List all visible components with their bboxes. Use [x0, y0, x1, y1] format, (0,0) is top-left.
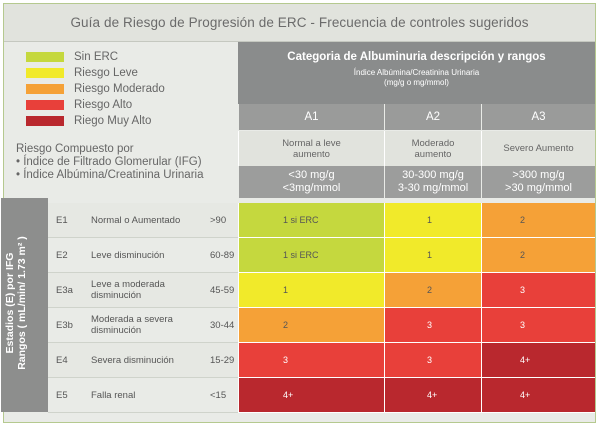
- legend-item-sin-erc: Sin ERC: [26, 49, 165, 65]
- range-line: <3mg/mmol: [282, 182, 341, 194]
- risk-cell: 4+: [481, 343, 595, 378]
- stage-code: E3a: [48, 273, 73, 308]
- stage-code: E2: [48, 238, 73, 273]
- category-subtitle: Índice Albúmina/Creatinina Urinaria (mg/…: [238, 68, 595, 88]
- range-line: 30-300 mg/g: [402, 169, 464, 181]
- column-description-a3: Severo Aumento: [481, 131, 595, 166]
- risk-cell: 1: [238, 273, 384, 308]
- risk-cell: 3: [481, 308, 595, 343]
- risk-composite-title: Riesgo Compuesto por: [16, 143, 134, 155]
- range-line: >30 mg/mmol: [505, 182, 572, 194]
- desc-line: aumento: [293, 148, 330, 160]
- stage-description: Normal o Aumentado: [73, 203, 204, 238]
- legend-swatch: [26, 52, 64, 62]
- risk-cell: 3: [384, 343, 481, 378]
- risk-cell: 1 si ERC: [238, 203, 384, 238]
- risk-cell: 2: [238, 308, 384, 343]
- column-header-a2: A2: [384, 104, 481, 130]
- legend-item-riesgo-moderado: Riesgo Moderado: [26, 81, 165, 97]
- legend-swatch: [26, 116, 64, 126]
- risk-cell: 2: [481, 238, 595, 273]
- column-header-a1: A1: [238, 104, 384, 130]
- gfr-range: 30-44: [204, 308, 238, 343]
- column-range-a2: 30-300 mg/g 3-30 mg/mmol: [384, 166, 481, 198]
- albuminuria-category-header: Categoria de Albuminuria descripción y r…: [238, 42, 595, 104]
- stage-code: E1: [48, 203, 73, 238]
- legend-label: Riesgo Leve: [74, 67, 138, 79]
- legend-label: Sin ERC: [74, 51, 119, 63]
- legend-swatch: [26, 84, 64, 94]
- stage-description: Leve a moderada disminución: [73, 273, 204, 308]
- risk-cell: 3: [238, 343, 384, 378]
- risk-cell: 3: [384, 308, 481, 343]
- gfr-range: >90: [204, 203, 238, 238]
- column-range-a3: >300 mg/g >30 mg/mmol: [481, 166, 595, 198]
- title-bar: Guía de Riesgo de Progresión de ERC - Fr…: [4, 4, 595, 42]
- column-header-a3: A3: [481, 104, 595, 130]
- table-row-e4: E4 Severa disminución 15-29 3 3 4+: [48, 343, 595, 378]
- risk-cell: 2: [481, 203, 595, 238]
- column-description-a2: Moderado aumento: [384, 131, 481, 166]
- legend-item-riego-muy-alto: Riego Muy Alto: [26, 113, 165, 129]
- page-title: Guía de Riesgo de Progresión de ERC - Fr…: [70, 15, 529, 30]
- legend: Sin ERC Riesgo Leve Riesgo Moderado Ries…: [26, 49, 165, 129]
- stage-description: Severa disminución: [73, 343, 204, 378]
- legend-swatch: [26, 100, 64, 110]
- column-description-a1: Normal a leve aumento: [238, 131, 384, 166]
- stage-axis-label-line1: Estadios (E) por IFG: [4, 252, 16, 354]
- stage-axis-band: [1, 198, 48, 412]
- table-row-e1: E1 Normal o Aumentado >90 1 si ERC 1 2: [48, 203, 595, 238]
- range-line: <30 mg/g: [288, 169, 335, 181]
- category-subtitle-line2: (mg/g o mg/mmol): [384, 78, 449, 87]
- risk-composite-item-albumin: • Índice Albúmina/Creatinina Urinaria: [16, 169, 204, 181]
- risk-cell: 1 si ERC: [238, 238, 384, 273]
- gfr-range: 60-89: [204, 238, 238, 273]
- stage-code: E3b: [48, 308, 73, 343]
- stage-axis-label-line2: Rangos ( mL/min/ 1.73 m² ): [16, 236, 28, 370]
- table-row-e2: E2 Leve disminución 60-89 1 si ERC 1 2: [48, 238, 595, 273]
- risk-cell: 4+: [238, 378, 384, 413]
- legend-item-riesgo-alto: Riesgo Alto: [26, 97, 165, 113]
- legend-label: Riesgo Moderado: [74, 83, 165, 95]
- risk-cell: 1: [384, 203, 481, 238]
- stage-description: Moderada a severa disminución: [73, 308, 204, 343]
- table-row-e3b: E3b Moderada a severa disminución 30-44 …: [48, 308, 595, 343]
- desc-line: Severo Aumento: [503, 143, 574, 154]
- desc-line: Moderado: [411, 137, 455, 149]
- risk-composite-item-ifg: • Índice de Filtrado Glomerular (IFG): [16, 156, 202, 168]
- range-line: >300 mg/g: [512, 169, 565, 181]
- stage-description: Falla renal: [73, 378, 204, 413]
- stage-description: Leve disminución: [73, 238, 204, 273]
- category-title: Categoria de Albuminuria descripción y r…: [287, 51, 546, 63]
- legend-label: Riesgo Alto: [74, 99, 133, 111]
- risk-cell: 1: [384, 238, 481, 273]
- desc-line: aumento: [414, 148, 452, 160]
- legend-label: Riego Muy Alto: [74, 115, 152, 127]
- category-subtitle-line1: Índice Albúmina/Creatinina Urinaria: [353, 68, 480, 77]
- risk-cell: 3: [481, 273, 595, 308]
- stage-code: E5: [48, 378, 73, 413]
- gfr-range: 45-59: [204, 273, 238, 308]
- gfr-range: 15-29: [204, 343, 238, 378]
- column-range-a1: <30 mg/g <3mg/mmol: [238, 166, 384, 198]
- table-row-e3a: E3a Leve a moderada disminución 45-59 1 …: [48, 273, 595, 308]
- risk-cell: 4+: [481, 378, 595, 413]
- table-row-e5: E5 Falla renal <15 4+ 4+ 4+: [48, 378, 595, 413]
- desc-line: Normal a leve: [282, 137, 341, 149]
- stage-code: E4: [48, 343, 73, 378]
- legend-item-riesgo-leve: Riesgo Leve: [26, 65, 165, 81]
- stage-axis-label: Estadios (E) por IFG Rangos ( mL/min/ 1.…: [4, 236, 28, 370]
- risk-cell: 2: [384, 273, 481, 308]
- gfr-range: <15: [204, 378, 238, 413]
- risk-cell: 4+: [384, 378, 481, 413]
- legend-swatch: [26, 68, 64, 78]
- range-line: 3-30 mg/mmol: [397, 182, 469, 194]
